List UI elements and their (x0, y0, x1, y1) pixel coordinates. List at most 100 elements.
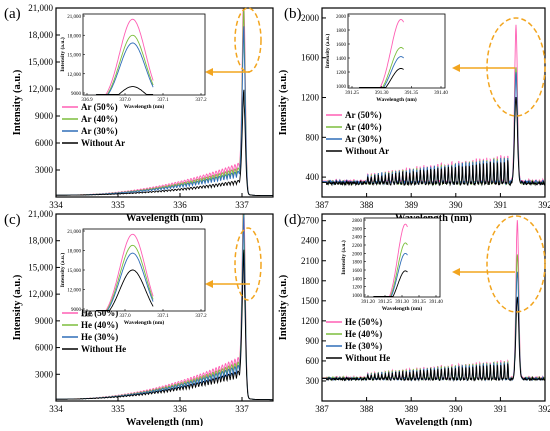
y-axis-label: Intensity (a.u.) (278, 69, 289, 135)
plot-frame (55, 7, 274, 198)
inset-y-axis-label: Intensity (a.u.) (340, 240, 347, 275)
y-tick-label: 6000 (35, 138, 54, 148)
x-tick-label: 389 (404, 200, 418, 210)
panel-label: (b) (284, 6, 302, 22)
inset-series-line (96, 269, 154, 311)
x-axis-label: Wavelength (nm) (126, 417, 204, 426)
y-axis-label: Intensity (a.u.) (12, 274, 23, 340)
inset-x-tick-label: 337.1 (157, 98, 169, 103)
inset-0: 336.9 337.0 337.1 337.2 9000 12,000 15,000 18,0… (59, 13, 207, 110)
legend-entry: Ar (50%) (81, 102, 118, 112)
inset-y-tick-label: 9000 (71, 92, 82, 97)
x-tick-label: 335 (111, 200, 125, 210)
y-tick-label: 2000 (301, 13, 320, 23)
inset-1: 391.25 391.30 391.35 391.40 1000 1200 1400 1600… (324, 13, 448, 103)
x-tick-label: 334 (49, 200, 63, 210)
y-tick-label: 1800 (301, 276, 320, 286)
inset-x-tick-label: 391.35 (404, 91, 418, 96)
inset-y-tick-label: 1400 (336, 57, 347, 62)
x-tick-label: 334 (49, 404, 63, 414)
y-tick-label: 12,000 (28, 289, 53, 299)
highlight-oval (234, 227, 262, 301)
legend-entry: Ar (30%) (345, 134, 382, 144)
legend-entry: He (50%) (81, 308, 118, 318)
y-tick-label: 6000 (35, 343, 54, 353)
inset-frame (82, 13, 206, 96)
inset-x-tick-label: 391.40 (429, 300, 443, 305)
legend-entry: He (40%) (345, 329, 382, 339)
inset-y-tick-label: 2000 (336, 15, 347, 20)
panel-0: 334 335 336 337 3000 6000 9000 12,000 15,000 18,0… (4, 3, 274, 224)
legend-entry: He (40%) (81, 320, 118, 330)
inset-y-tick-label: 1600 (352, 269, 363, 274)
inset-y-tick-label: 1000 (352, 294, 363, 299)
plot-frame (321, 7, 546, 198)
legend-entry: Ar (40%) (81, 114, 118, 124)
inset-x-tick-label: 336.9 (81, 314, 93, 319)
legend-entry: He (30%) (345, 341, 382, 351)
y-tick-label: 600 (306, 356, 320, 366)
inset-y-tick-label: 12,000 (67, 73, 81, 78)
y-axis-label: Intensity (a.u.) (278, 274, 289, 340)
x-tick-label: 388 (360, 404, 374, 414)
x-tick-label: 336 (173, 200, 187, 210)
legend-entry: Without Ar (345, 146, 389, 156)
x-tick-label: 391 (494, 200, 508, 210)
x-tick-label: 389 (404, 404, 418, 414)
highlight-oval (486, 17, 546, 117)
x-axis-label: Wavelength (nm) (395, 417, 473, 426)
x-tick-label: 392 (538, 200, 550, 210)
inset-x-axis-label: Wavelength (nm) (382, 305, 423, 312)
x-tick-label: 392 (538, 404, 550, 414)
legend-entry: Without He (345, 353, 390, 363)
y-tick-label: 2400 (301, 236, 320, 246)
y-tick-label: 400 (306, 172, 320, 182)
arrow-head (205, 68, 213, 76)
inset-x-axis-label: Wavelength (nm) (376, 96, 417, 103)
inset-x-tick-label: 337.0 (119, 314, 131, 319)
y-tick-label: 12,000 (28, 84, 53, 94)
inset-x-tick-label: 337.2 (195, 314, 207, 319)
series-line-2-3 (56, 249, 273, 401)
panel-label: (a) (4, 6, 21, 22)
y-tick-label: 18,000 (28, 30, 53, 40)
inset-x-axis-label: Wavelength (nm) (124, 319, 165, 326)
plot-frame (321, 213, 546, 402)
y-tick-label: 15,000 (28, 262, 53, 272)
inset-x-tick-label: 337.0 (119, 98, 131, 103)
y-tick-label: 1500 (301, 296, 320, 306)
inset-y-tick-label: 1400 (352, 277, 363, 282)
inset-y-tick-label: 15,000 (67, 54, 81, 59)
inset-y-tick-label: 1800 (352, 261, 363, 266)
inset-x-tick-label: 391.25 (378, 300, 392, 305)
y-tick-label: 3000 (35, 369, 54, 379)
x-tick-label: 335 (111, 404, 125, 414)
panel-label: (c) (4, 212, 21, 228)
inset-y-tick-label: 21,000 (67, 15, 81, 20)
panel-3: 387 388 389 390 391 392 300 600 900 1200 1500 1800 2… (278, 212, 550, 428)
y-tick-label: 2700 (301, 216, 320, 226)
inset-y-tick-label: 15,000 (67, 269, 81, 274)
inset-x-tick-label: 391.30 (375, 91, 389, 96)
inset-y-axis-label: Intensity (a.u.) (324, 34, 331, 69)
y-tick-label: 9000 (35, 111, 54, 121)
x-tick-label: 387 (315, 404, 329, 414)
x-tick-label: 391 (494, 404, 508, 414)
y-tick-label: 15,000 (28, 57, 53, 67)
legend-entry: Ar (40%) (345, 122, 382, 132)
inset-y-axis-label: Intensity (a.u.) (59, 253, 66, 288)
y-tick-label: 1200 (301, 93, 320, 103)
x-tick-label: 390 (449, 200, 463, 210)
inset-x-tick-label: 391.35 (412, 300, 426, 305)
x-tick-label: 336 (173, 404, 187, 414)
highlight-oval (486, 215, 546, 313)
y-tick-label: 800 (306, 132, 320, 142)
x-tick-label: 337 (235, 404, 249, 414)
inset-2: 336.9 337.0 337.1 337.2 9000 12,000 15,000 18,0… (59, 228, 207, 326)
y-tick-label: 3000 (35, 165, 54, 175)
y-tick-label: 21,000 (28, 209, 53, 219)
legend-entry: He (50%) (345, 317, 382, 327)
y-tick-label: 9000 (35, 316, 54, 326)
